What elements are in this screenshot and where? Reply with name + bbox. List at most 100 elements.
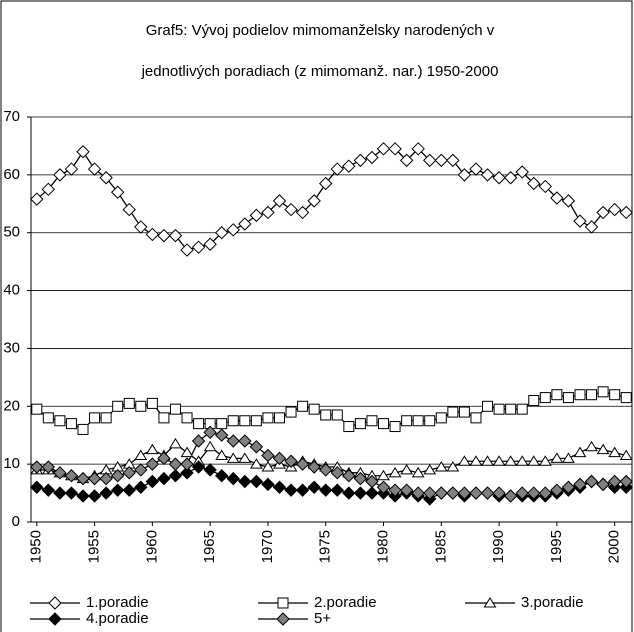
data-point bbox=[562, 392, 574, 404]
data-point bbox=[295, 457, 310, 471]
data-point bbox=[110, 469, 125, 483]
data-point bbox=[180, 466, 194, 480]
data-point bbox=[388, 466, 402, 478]
data-point bbox=[249, 440, 264, 454]
data-point bbox=[538, 486, 553, 500]
data-point bbox=[457, 486, 472, 500]
data-point bbox=[609, 389, 621, 401]
data-point bbox=[30, 192, 44, 206]
data-point bbox=[585, 440, 598, 452]
data-point bbox=[307, 480, 321, 494]
data-point bbox=[77, 423, 89, 435]
data-point bbox=[480, 168, 495, 182]
data-point bbox=[434, 486, 449, 500]
data-point bbox=[226, 434, 240, 448]
data-point bbox=[87, 162, 102, 176]
data-point bbox=[378, 418, 390, 430]
data-point bbox=[249, 458, 263, 469]
y-tick-label: 60 bbox=[3, 166, 20, 183]
data-point bbox=[538, 455, 552, 466]
legend-marker bbox=[48, 612, 62, 626]
legend-label: 3.poradie bbox=[521, 594, 584, 611]
data-point bbox=[203, 463, 217, 477]
data-point bbox=[284, 483, 298, 497]
data-point bbox=[528, 395, 540, 406]
data-point bbox=[261, 477, 275, 492]
data-point bbox=[319, 483, 333, 497]
data-point bbox=[423, 486, 437, 500]
data-point bbox=[607, 202, 622, 217]
data-point bbox=[261, 448, 275, 463]
data-point bbox=[342, 159, 356, 173]
data-point bbox=[203, 237, 217, 251]
data-point bbox=[376, 142, 391, 156]
data-point bbox=[239, 415, 251, 427]
x-tick-label: 1995 bbox=[548, 530, 565, 563]
legend-marker bbox=[483, 597, 497, 608]
data-point bbox=[134, 463, 148, 477]
data-point bbox=[550, 483, 564, 497]
data-point bbox=[123, 397, 135, 409]
data-point bbox=[157, 228, 171, 243]
data-point bbox=[596, 477, 610, 492]
x-tick-label: 1950 bbox=[28, 530, 45, 563]
data-point bbox=[469, 486, 483, 500]
data-point bbox=[515, 455, 529, 466]
data-point bbox=[214, 428, 229, 442]
data-point bbox=[389, 421, 401, 433]
data-point bbox=[411, 466, 425, 478]
data-point bbox=[330, 483, 344, 497]
data-point bbox=[112, 400, 124, 412]
x-tick-label: 1985 bbox=[432, 530, 449, 563]
data-point bbox=[492, 455, 506, 466]
data-point bbox=[76, 145, 90, 159]
data-point bbox=[272, 194, 287, 208]
data-point bbox=[481, 455, 494, 466]
data-point bbox=[607, 474, 622, 489]
data-point bbox=[353, 471, 368, 486]
data-point bbox=[65, 418, 77, 430]
data-point bbox=[249, 208, 264, 223]
data-point bbox=[516, 403, 528, 415]
data-point bbox=[527, 486, 541, 500]
data-point bbox=[214, 469, 229, 483]
data-point bbox=[110, 185, 125, 199]
data-point bbox=[89, 412, 101, 424]
data-point bbox=[134, 220, 148, 234]
data-point bbox=[87, 471, 102, 486]
data-point bbox=[435, 412, 447, 424]
data-point bbox=[307, 460, 321, 474]
data-point bbox=[122, 466, 136, 480]
data-point bbox=[620, 392, 632, 404]
data-point bbox=[399, 153, 414, 168]
data-point bbox=[388, 483, 402, 497]
data-point bbox=[54, 415, 66, 427]
data-point bbox=[388, 142, 402, 156]
x-tick-label: 1965 bbox=[201, 530, 218, 563]
data-point bbox=[226, 471, 240, 486]
data-point bbox=[262, 412, 274, 424]
data-point bbox=[423, 463, 437, 475]
data-point bbox=[53, 486, 67, 500]
data-point bbox=[492, 486, 506, 500]
data-point bbox=[157, 471, 171, 486]
data-point bbox=[272, 480, 287, 494]
data-point bbox=[203, 440, 217, 452]
data-point bbox=[619, 449, 633, 460]
data-point bbox=[573, 477, 587, 492]
data-point bbox=[180, 457, 194, 471]
data-point bbox=[249, 474, 264, 489]
data-point bbox=[551, 389, 563, 401]
data-point bbox=[238, 474, 252, 489]
data-point bbox=[365, 474, 379, 489]
data-point bbox=[377, 469, 390, 481]
data-point bbox=[411, 142, 425, 156]
data-point bbox=[87, 489, 102, 503]
legend-marker bbox=[277, 597, 289, 609]
data-point bbox=[308, 403, 320, 415]
data-point bbox=[446, 461, 460, 472]
data-point bbox=[424, 415, 436, 427]
data-point bbox=[353, 153, 368, 168]
data-point bbox=[226, 452, 240, 463]
